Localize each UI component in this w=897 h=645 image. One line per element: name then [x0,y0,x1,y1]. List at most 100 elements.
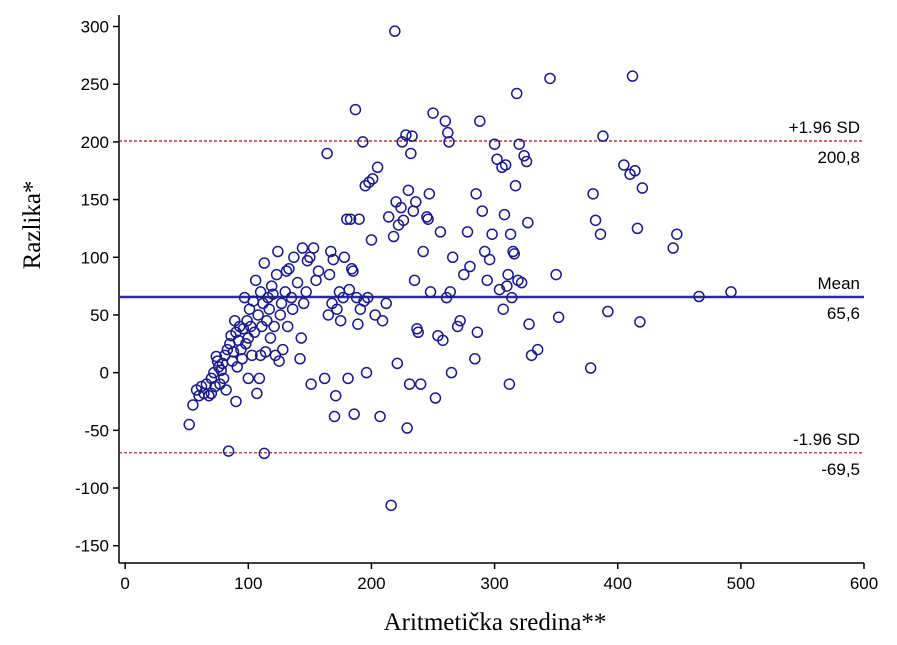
point [391,357,404,370]
reference-name: +1.96 SD [789,118,860,137]
point [470,188,482,200]
point [506,291,518,304]
y-tick-label: 150 [81,191,109,210]
point [265,280,278,292]
point [281,320,294,333]
point [342,372,354,385]
point [325,245,337,258]
point [230,326,242,339]
point [458,268,470,281]
point [264,332,277,344]
point [334,314,347,327]
point [252,309,264,321]
y-tick-label: 200 [81,133,109,152]
point [634,316,646,328]
point [285,291,298,304]
x-axis-title: Aritmetička sredina** [384,609,607,636]
point [366,173,379,185]
point [275,297,288,310]
point [408,274,421,287]
point [210,350,223,363]
y-tick-label: -50 [84,421,109,440]
point [328,410,341,423]
point [483,253,496,266]
point [279,286,291,298]
point [360,366,373,379]
point [478,245,491,258]
point [297,297,310,310]
point [618,159,630,171]
point [510,87,523,100]
point [515,276,528,289]
point [343,283,356,296]
point [523,318,535,330]
point [374,410,386,423]
point [493,283,506,296]
point [434,226,447,238]
point [203,389,215,402]
y-tick-label: 50 [90,306,109,325]
point [240,338,252,350]
point [443,136,455,148]
point [437,334,449,347]
point [263,303,275,315]
point [321,147,333,160]
point [387,230,400,243]
point [214,378,226,390]
point [227,346,240,358]
point [693,290,705,303]
point [444,286,456,298]
point [389,25,401,37]
point [359,179,372,192]
x-tick-label: 200 [357,574,385,593]
point [401,422,413,434]
point [205,387,218,400]
point [397,214,410,227]
point [597,130,609,142]
point [442,126,454,139]
x-tick-label: 100 [234,574,262,593]
point [352,318,364,330]
y-tick-label: 0 [100,364,109,383]
y-axis-title: Razlika* [19,181,46,270]
point [283,263,295,275]
point [412,326,424,339]
point [259,346,272,358]
point [464,260,476,273]
point [183,418,195,431]
point [294,353,306,365]
point [231,361,243,373]
point [504,228,517,240]
point [267,288,279,300]
point [629,164,641,177]
point [544,72,556,85]
y-tick-label: -100 [75,479,109,498]
point [499,159,512,171]
point [269,349,282,362]
point [454,314,466,327]
point [358,295,370,307]
point [329,389,342,402]
point [503,378,516,390]
point [323,268,336,281]
point [341,213,353,225]
point [400,129,412,141]
point [300,286,312,298]
point [236,353,248,365]
point [371,161,384,174]
point [318,372,331,385]
point [406,130,418,142]
x-tick-label: 300 [480,574,508,593]
point [249,274,262,287]
point [469,353,481,365]
point [671,228,683,240]
point [525,349,538,362]
point [407,205,420,217]
point [427,107,439,119]
point [291,276,304,289]
point [295,332,307,344]
x-tick-label: 600 [850,574,878,593]
point [331,303,343,315]
point [486,228,498,240]
point [471,326,484,339]
